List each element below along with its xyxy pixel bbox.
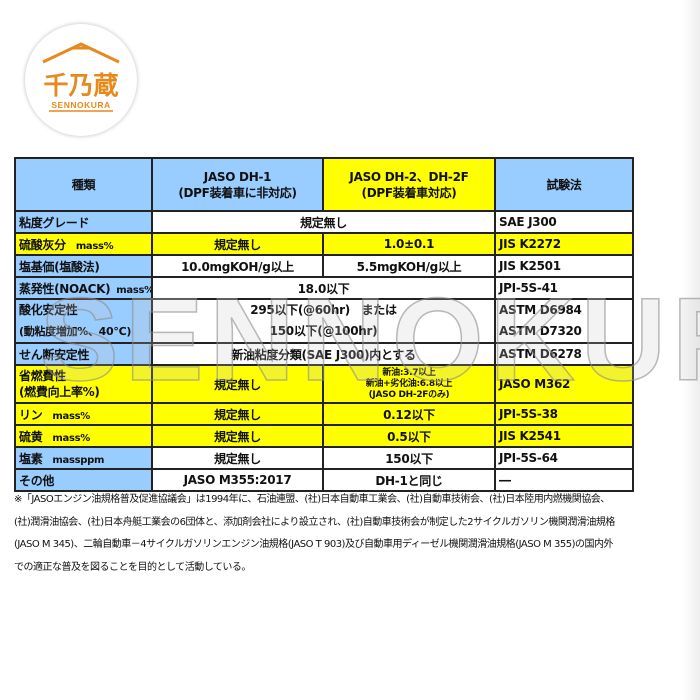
table-row: 硫黄 mass% 規定無し 0.5以下 JIS K2541 <box>14 424 634 448</box>
table-row: 塩素 massppm 規定無し 150以下 JPI-5S-64 <box>14 446 634 470</box>
footnote-line: (JASO M 345)、二輪自動車－4サイクルガソリンエンジン油規格(JASO… <box>14 539 613 550</box>
label-line2: (動粘度増加%、40℃) <box>19 325 132 338</box>
row-dh2: 0.12以下 <box>322 402 496 426</box>
footnote: ※「JASOエンジン油規格普及促進協議会」は1994年に、石油連盟、(社)日本自… <box>14 489 684 579</box>
table-row: せん断安定性 新油粘度分類(SAE J300)内とする ASTM D6278 <box>14 342 634 366</box>
row-label: 省燃費性 (燃費向上率%) <box>14 364 153 404</box>
row-method: JIS K2272 <box>494 232 634 256</box>
logo-house-icon: 千乃蔵 SENNOKURA <box>42 42 120 112</box>
logo: 千乃蔵 SENNOKURA <box>25 24 137 136</box>
row-label: せん断安定性 <box>14 342 153 366</box>
row-dh2: DH-1と同じ <box>322 468 496 492</box>
label-unit: massppm <box>52 454 105 466</box>
value-line2: 150以下(@100hr) <box>269 324 378 338</box>
label-text: 硫酸灰分 <box>19 237 66 252</box>
table-row: その他 JASO M355:2017 DH-1と同じ ― <box>14 468 634 492</box>
table-row: 塩基価(塩酸法) 10.0mgKOH/g以上 5.5mgKOH/g以上 JIS … <box>14 254 634 278</box>
header-dh2-line1: JASO DH-2、DH-2F <box>349 169 469 184</box>
label-text: リン <box>19 407 43 422</box>
table-row: 酸化安定性 (動粘度増加%、40℃) 295以下(@60hr) または 150以下(… <box>14 298 634 344</box>
value-line1: 295以下(@60hr) または <box>250 303 397 317</box>
row-dh1: 規定無し <box>151 402 324 426</box>
footnote-line: (社)潤滑油協会、(社)日本舟艇工業会の6団体と、添加剤会社により設立され、(社… <box>14 516 615 528</box>
label-line1: 酸化安定性 <box>19 303 78 317</box>
label-unit: mass% <box>52 410 90 422</box>
row-value: 新油粘度分類(SAE J300)内とする <box>151 342 496 366</box>
dh2-line2: 新油+劣化油:6.8以上 <box>365 378 453 389</box>
row-method: JASO M362 <box>494 364 634 404</box>
header-method: 試験法 <box>494 157 634 212</box>
header-dh1: JASO DH-1 (DPF装着車に非対応) <box>151 157 324 212</box>
row-dh2: 新油:3.7以上 新油+劣化油:6.8以上 (JASO DH-2Fのみ) <box>322 364 496 404</box>
row-method: ASTM D6278 <box>494 342 634 366</box>
row-dh2: 150以下 <box>322 446 496 470</box>
dh2-line1: 新油:3.7以上 <box>382 367 436 378</box>
table-row: 省燃費性 (燃費向上率%) 規定無し 新油:3.7以上 新油+劣化油:6.8以上 (J… <box>14 364 634 404</box>
row-value: 295以下(@60hr) または 150以下(@100hr) <box>151 298 496 344</box>
header-type: 種類 <box>14 157 153 212</box>
row-method: ― <box>494 468 634 492</box>
row-label: リン mass% <box>14 402 153 426</box>
table-row: 硫酸灰分 mass% 規定無し 1.0±0.1 JIS K2272 <box>14 232 634 256</box>
method-line1: ASTM D6984 <box>499 303 582 317</box>
footnote-line: ※「JASOエンジン油規格普及促進協議会」は1994年に、石油連盟、(社)日本自… <box>14 494 610 505</box>
row-dh1: 規定無し <box>151 446 324 470</box>
row-dh2: 0.5以下 <box>322 424 496 448</box>
row-dh2: 5.5mgKOH/g以上 <box>322 254 496 278</box>
label-unit: mass% <box>116 284 152 296</box>
logo-brand-en: SENNOKURA <box>51 100 110 110</box>
table-header-row: 種類 JASO DH-1 (DPF装着車に非対応) JASO DH-2、DH-2F… <box>14 157 634 212</box>
jaso-spec-table: 種類 JASO DH-1 (DPF装着車に非対応) JASO DH-2、DH-2F… <box>14 157 634 492</box>
dh2-line3: (JASO DH-2Fのみ) <box>368 389 450 400</box>
right-edge-shadow <box>682 0 700 700</box>
row-dh1: 10.0mgKOH/g以上 <box>151 254 324 278</box>
row-value: 規定無し <box>151 210 496 234</box>
row-method: SAE J300 <box>494 210 634 234</box>
table-row: リン mass% 規定無し 0.12以下 JPI-5S-38 <box>14 402 634 426</box>
row-method: JPI-5S-38 <box>494 402 634 426</box>
row-label: 硫酸灰分 mass% <box>14 232 153 256</box>
header-dh1-line1: JASO DH-1 <box>203 169 272 184</box>
logo-brand-jp: 千乃蔵 <box>43 71 118 100</box>
row-value: 18.0以下 <box>151 276 496 300</box>
header-dh2-line2: (DPF装着車対応) <box>361 185 457 200</box>
row-method: JIS K2541 <box>494 424 634 448</box>
table-row: 粘度グレード 規定無し SAE J300 <box>14 210 634 234</box>
row-label: 粘度グレード <box>14 210 153 234</box>
row-dh1: 規定無し <box>151 424 324 448</box>
label-line1: 省燃費性 <box>19 369 66 383</box>
label-line2: (燃費向上率%) <box>19 385 100 399</box>
label-text: 塩素 <box>19 451 43 466</box>
row-dh2: 1.0±0.1 <box>322 232 496 256</box>
method-line2: ASTM D7320 <box>499 324 582 338</box>
row-label: 硫黄 mass% <box>14 424 153 448</box>
header-dh2: JASO DH-2、DH-2F (DPF装着車対応) <box>322 157 496 212</box>
row-method: JIS K2501 <box>494 254 634 278</box>
label-unit: mass% <box>52 432 90 444</box>
label-text: 蒸発性(NOACK) <box>19 281 111 296</box>
row-label: 酸化安定性 (動粘度増加%、40℃) <box>14 298 153 344</box>
row-dh1: 規定無し <box>151 232 324 256</box>
footnote-line: での適正な普及を図ることを目的として活動している。 <box>14 561 251 573</box>
row-label: その他 <box>14 468 153 492</box>
label-text: 硫黄 <box>19 429 43 444</box>
row-method: JPI-5S-41 <box>494 276 634 300</box>
row-dh1: 規定無し <box>151 364 324 404</box>
header-dh1-line2: (DPF装着車に非対応) <box>178 185 297 200</box>
label-unit: mass% <box>75 240 114 252</box>
row-dh1: JASO M355:2017 <box>151 468 324 492</box>
row-label: 塩素 massppm <box>14 446 153 470</box>
row-label: 蒸発性(NOACK) mass% <box>14 276 153 300</box>
row-method: JPI-5S-64 <box>494 446 634 470</box>
table-row: 蒸発性(NOACK) mass% 18.0以下 JPI-5S-41 <box>14 276 634 300</box>
row-method: ASTM D6984 ASTM D7320 <box>494 298 634 344</box>
row-label: 塩基価(塩酸法) <box>14 254 153 278</box>
